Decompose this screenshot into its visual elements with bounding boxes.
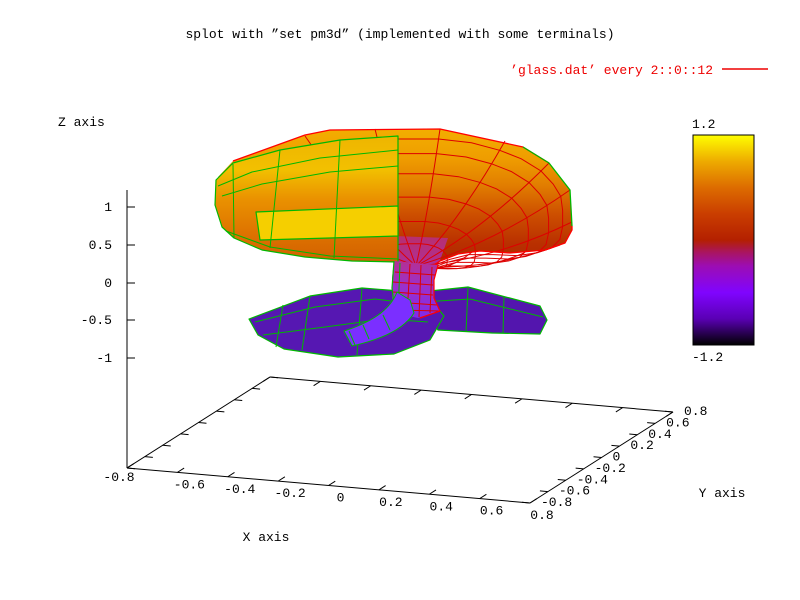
z-tick-label: 0 [104, 276, 112, 291]
y-tick-label: -0.8 [541, 495, 572, 510]
colorbar-max-label: 1.2 [692, 117, 715, 132]
plot-title: splot with ”set pm3d” (implemented with … [185, 27, 614, 42]
mesh-line [232, 163, 235, 239]
mesh-line [465, 287, 469, 333]
y-tick-label: 0.2 [630, 438, 653, 453]
mesh-line [225, 230, 399, 260]
x-tick-label: -0.2 [275, 486, 306, 501]
mesh-line [362, 324, 370, 340]
mesh-line [394, 271, 436, 276]
x-tick-label: 0 [337, 491, 345, 506]
z-tick-label: 1 [104, 200, 112, 215]
mesh-line [275, 304, 284, 348]
y-tick-label: -0.4 [577, 472, 608, 487]
mesh-line [301, 295, 311, 351]
y-tick-label: 0.8 [684, 404, 707, 419]
bowl-mesh-radial [415, 140, 506, 267]
y-tick-label: -0.2 [595, 461, 626, 476]
mesh-line [221, 165, 399, 197]
z-tick-label: -1 [96, 351, 112, 366]
z-axis-label: Z axis [58, 115, 105, 130]
outer-strip [214, 135, 399, 263]
y-axis-label: Y axis [699, 486, 746, 501]
y-tick-label: 0.4 [648, 427, 672, 442]
bowl-mesh-radial [415, 189, 571, 267]
stem-flare [343, 291, 415, 347]
surface-figure-group [214, 128, 573, 358]
bowl-mesh-radial [415, 128, 441, 267]
mesh-line [217, 149, 399, 187]
x-axis-label: X axis [243, 530, 290, 545]
x-tick-label: 0.6 [480, 504, 503, 519]
z-tick-label: 0.5 [89, 238, 112, 253]
rim-outline-right [522, 146, 573, 227]
strip-cut-face [255, 205, 399, 241]
mesh-line [269, 149, 281, 249]
x-tick-label: -0.4 [224, 482, 255, 497]
y-tick-label: 0 [613, 450, 621, 465]
colorbar-min-label: -1.2 [692, 350, 723, 365]
legend-label: ’glass.dat’ every 2::0::12 [510, 63, 713, 78]
mesh-line [333, 139, 341, 259]
bowl-mesh-radial [415, 162, 550, 267]
x-tick-label: 0.8 [530, 508, 553, 523]
mesh-line [392, 291, 434, 296]
axes-group: 10.50-0.5-1-0.8 -0.6 -0.4 -0.2 0 0.2 0.4 0.6 0.8… [81, 190, 707, 523]
x-tick-label: 0.2 [379, 495, 402, 510]
y-tick-label: 0.6 [666, 415, 689, 430]
colorbar [692, 134, 755, 346]
x-tick-label: -0.6 [174, 477, 205, 492]
x-tick-label: 0.4 [430, 499, 454, 514]
mesh-line [382, 314, 391, 331]
y-tick-label: -0.6 [559, 484, 590, 499]
mesh-line [422, 298, 544, 318]
z-tick-label: -0.5 [81, 313, 112, 328]
mesh-line [502, 295, 505, 334]
stem-edge-right [419, 264, 441, 319]
x-tick-label: -0.8 [103, 470, 134, 485]
mesh-line [348, 330, 356, 346]
